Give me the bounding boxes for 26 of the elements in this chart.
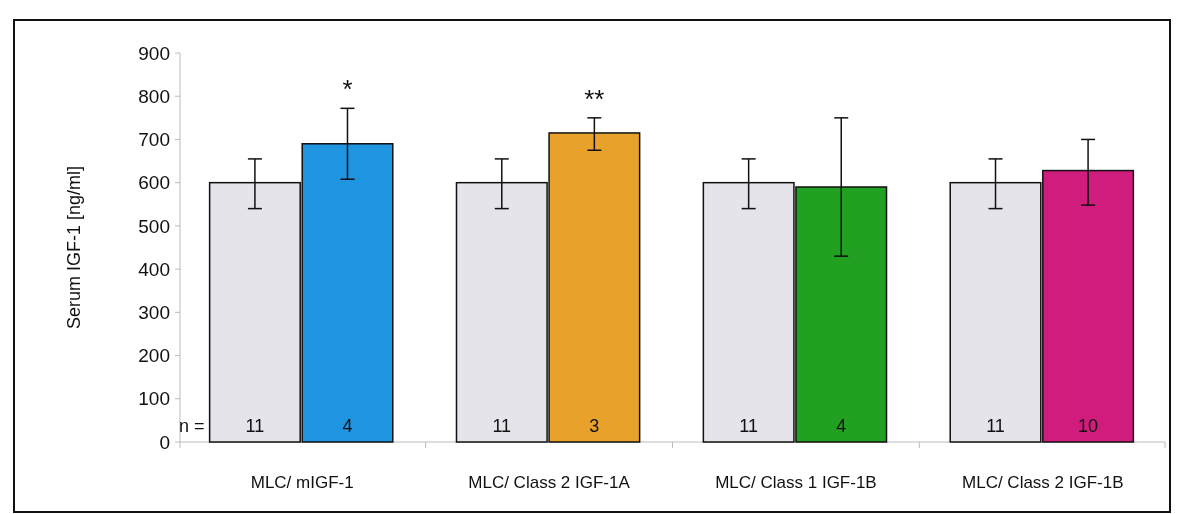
annotation: 10 bbox=[1078, 416, 1099, 436]
annotation: 4 bbox=[836, 416, 847, 436]
y-axis-title: Serum IGF-1 [ng/ml] bbox=[64, 165, 84, 330]
y-tick-label: 300 bbox=[138, 301, 170, 323]
annotation: * bbox=[342, 74, 353, 105]
y-tick-label: 100 bbox=[138, 388, 170, 410]
annotation: n = bbox=[179, 416, 205, 436]
x-tick-label: MLC/ mIGF-1 bbox=[250, 473, 354, 492]
annotation: 4 bbox=[342, 416, 353, 436]
annotation: 11 bbox=[739, 416, 758, 436]
y-tick-label: 500 bbox=[138, 215, 170, 237]
y-tick-label: 0 bbox=[159, 431, 170, 453]
annotation: ** bbox=[584, 83, 605, 114]
y-tick-label: 400 bbox=[138, 258, 170, 280]
x-tick-label: MLC/ Class 1 IGF-1B bbox=[715, 473, 877, 492]
x-tick-label: MLC/ Class 2 IGF-1A bbox=[468, 473, 631, 492]
y-tick-label: 200 bbox=[138, 345, 170, 367]
y-tick-label: 600 bbox=[138, 172, 170, 194]
y-tick-label: 900 bbox=[138, 42, 170, 64]
x-tick-label: MLC/ Class 2 IGF-1B bbox=[962, 473, 1124, 492]
annotation: 3 bbox=[589, 416, 600, 436]
annotation: 11 bbox=[986, 416, 1005, 436]
y-tick-label: 800 bbox=[138, 85, 170, 107]
annotation: 11 bbox=[492, 416, 512, 436]
annotation: 11 bbox=[245, 416, 265, 436]
y-tick-label: 700 bbox=[138, 129, 170, 151]
